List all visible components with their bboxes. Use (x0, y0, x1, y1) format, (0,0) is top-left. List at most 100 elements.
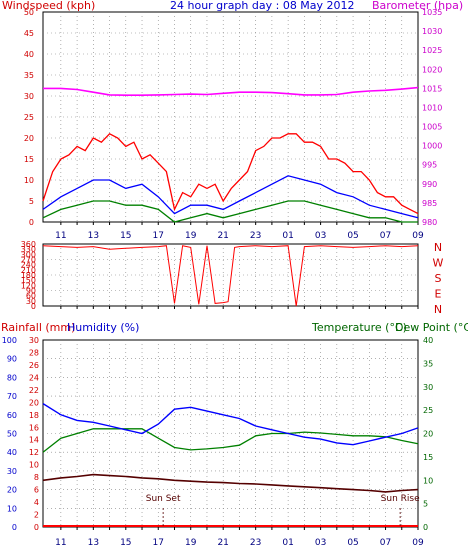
compass-label: N (434, 241, 442, 254)
humidity-axis-tick-label: 10 (7, 504, 17, 513)
wind-panel-x-tick-label: 13 (88, 231, 99, 241)
windspeed-axis-tick-label: 10 (24, 176, 34, 185)
wind-panel-x-tick-label: 23 (250, 231, 261, 241)
direction-axis-tick-label: 150 (21, 276, 36, 285)
rainfall-axis-tick-label: 2 (34, 511, 39, 520)
humidity-axis-tick-label: 50 (7, 430, 17, 439)
windspeed-axis-tick-label: 5 (29, 197, 34, 206)
rainfall-axis-tick-label: 4 (34, 498, 39, 507)
rainfall-axis-tick-label: 18 (29, 411, 39, 420)
humidity-axis-tick-label: 60 (7, 411, 17, 420)
windspeed-axis-tick-label: 20 (24, 134, 34, 143)
wind-panel-x-tick-label: 01 (282, 231, 293, 241)
temperature-line (42, 428, 419, 453)
temp-panel-x-tick-label: 07 (380, 538, 391, 548)
temperature-axis-tick-label: 0 (423, 523, 428, 532)
temperature-axis-tick-label: 30 (423, 383, 433, 392)
rainfall-axis-tick-label: 8 (34, 473, 39, 482)
humidity-axis-tick-label: 30 (7, 467, 17, 476)
windspeed-axis-tick-label: 40 (24, 50, 34, 59)
direction-axis-tick-label: 30 (26, 297, 36, 306)
wind-direction-line (42, 245, 419, 307)
sunset-label: Sun Set (146, 494, 181, 504)
rainfall-axis-tick-label: 26 (29, 361, 39, 370)
humidity-axis-tick-label: 20 (7, 486, 17, 495)
barometer-title: Barometer (hpa) (372, 0, 464, 12)
rainfall-title: Rainfall (mm) (1, 321, 76, 334)
barometer-axis-tick-label: 1035 (422, 8, 442, 17)
humidity-title: Humidity (%) (67, 321, 140, 334)
rainfall-axis-tick-label: 20 (29, 398, 39, 407)
rainfall-axis-tick-label: 30 (29, 336, 39, 345)
barometer-axis-tick-label: 1010 (422, 103, 442, 112)
direction-axis-tick-label: 240 (21, 261, 36, 270)
temp-panel-x-tick-label: 21 (217, 538, 228, 548)
temp-panel-x-tick-label: 19 (185, 538, 197, 548)
temperature-axis-tick-label: 5 (423, 500, 428, 509)
wind-series-2 (42, 175, 419, 219)
direction-axis-tick-label: 300 (21, 250, 36, 259)
barometer-axis-tick-label: 990 (422, 180, 437, 189)
rainfall-axis-tick-label: 6 (34, 486, 39, 495)
windspeed-axis-tick-label: 45 (24, 29, 34, 38)
direction-axis-tick-label: 90 (26, 287, 36, 296)
compass-label: W (433, 257, 444, 270)
compass-label: N (434, 303, 442, 316)
windspeed-axis-tick-label: 25 (24, 113, 34, 122)
chart-title: 24 hour graph day : 08 May 2012 (170, 0, 355, 12)
wind-title: Windspeed (kph) (2, 0, 96, 12)
temperature-axis-tick-label: 20 (423, 430, 433, 439)
humidity-axis-tick-label: 90 (7, 355, 17, 364)
temp-panel-x-tick-label: 05 (347, 538, 358, 548)
rainfall-axis-tick-label: 24 (29, 373, 39, 382)
humidity-axis-tick-label: 80 (7, 373, 17, 382)
temperature-axis-tick-label: 35 (423, 359, 433, 368)
humidity-axis-tick-label: 40 (7, 448, 17, 457)
barometer-axis-tick-label: 1030 (422, 27, 442, 36)
temp-panel-x-tick-label: 23 (250, 538, 261, 548)
barometer-axis-tick-label: 1005 (422, 123, 442, 132)
barometer-axis-tick-label: 1025 (422, 46, 442, 55)
rainfall-axis-tick-label: 28 (29, 348, 39, 357)
wind-panel-x-tick-label: 03 (315, 231, 326, 241)
barometer-axis-tick-label: 1015 (422, 84, 442, 93)
temperature-axis-tick-label: 25 (423, 406, 433, 415)
barometer-axis-tick-label: 1020 (422, 65, 442, 74)
wind-panel-x-tick-label: 17 (153, 231, 164, 241)
wind-panel-x-tick-label: 15 (120, 231, 131, 241)
wind-panel-x-tick-label: 21 (217, 231, 228, 241)
wind-series-3 (42, 200, 418, 223)
rainfall-axis-tick-label: 0 (34, 523, 39, 532)
compass-label: E (435, 288, 442, 301)
temp-panel-x-tick-label: 11 (55, 538, 66, 548)
direction-axis-tick-label: 360 (21, 240, 36, 249)
barometer-line (43, 86, 419, 96)
direction-axis-tick-label: 60 (26, 292, 36, 301)
direction-axis-tick-label: 0 (31, 302, 36, 311)
barometer-axis-tick-label: 980 (422, 218, 437, 227)
temp-panel-x-tick-label: 17 (153, 538, 164, 548)
temp-panel-x-tick-label: 13 (88, 538, 99, 548)
humidity-line (42, 403, 419, 446)
barometer-axis-tick-label: 1000 (422, 142, 442, 151)
direction-axis-tick-label: 210 (21, 266, 36, 275)
temperature-axis-tick-label: 10 (423, 476, 433, 485)
barometer-axis-tick-label: 985 (422, 199, 437, 208)
humidity-axis-tick-label: 0 (12, 523, 17, 532)
windspeed-axis-tick-label: 30 (24, 92, 34, 101)
wind-panel-x-tick-label: 11 (55, 231, 66, 241)
wind-panel-x-tick-label: 09 (412, 231, 424, 241)
compass-label: S (435, 272, 442, 285)
dew-point-line (42, 473, 419, 493)
temperature-title: Temperature (°C) (312, 321, 407, 334)
humidity-axis-tick-label: 70 (7, 392, 17, 401)
windspeed-axis-tick-label: 0 (29, 218, 34, 227)
humidity-axis-tick-label: 100 (2, 336, 17, 345)
direction-axis-tick-label: 270 (21, 256, 36, 265)
temp-panel-x-tick-label: 01 (282, 538, 293, 548)
rainfall-axis-tick-label: 22 (29, 386, 39, 395)
dew-point-title: Dew Point (°C) (395, 321, 468, 334)
temp-panel-x-tick-label: 03 (315, 538, 326, 548)
temperature-axis-tick-label: 15 (423, 453, 433, 462)
